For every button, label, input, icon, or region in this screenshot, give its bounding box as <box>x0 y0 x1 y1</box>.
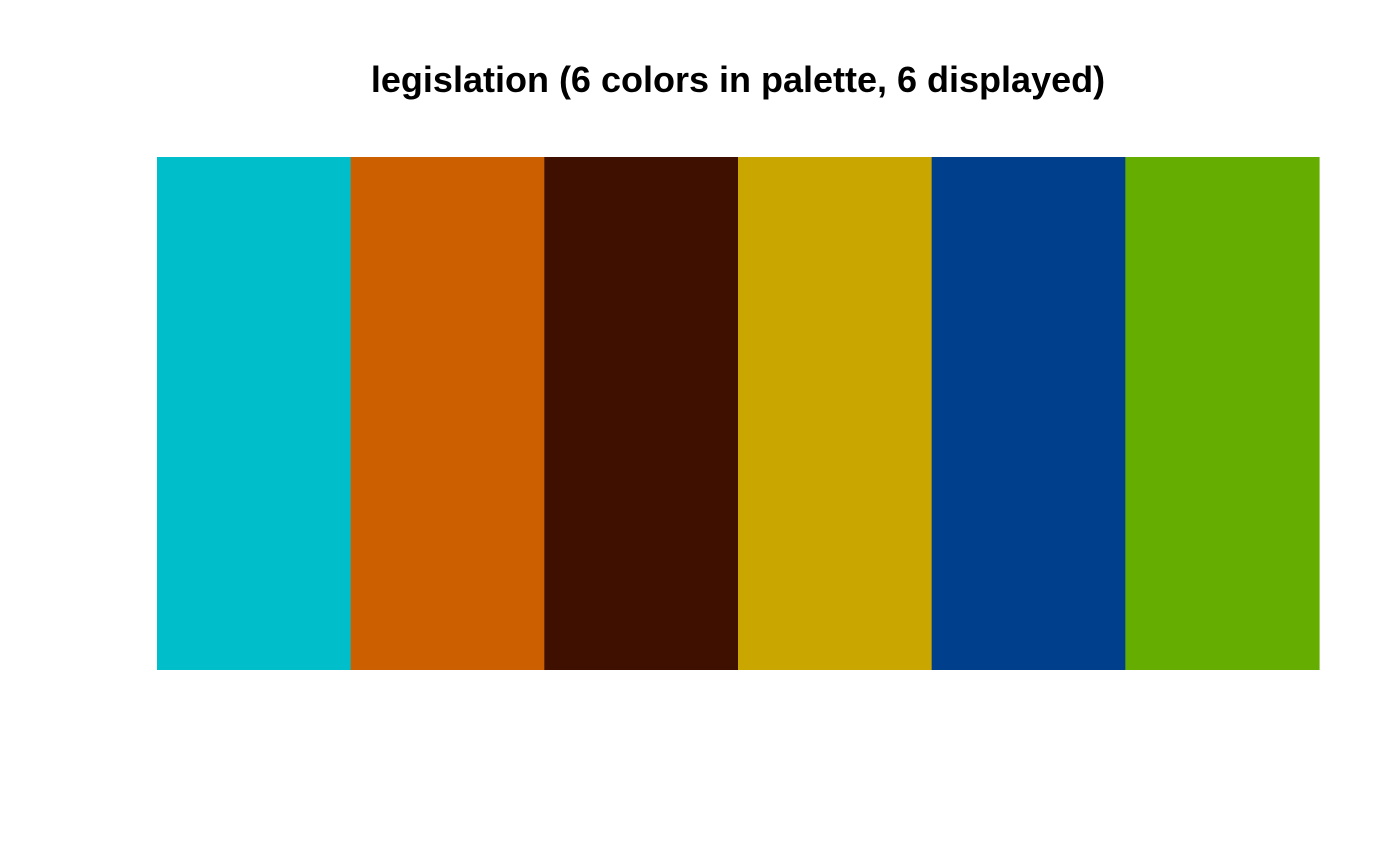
palette-swatch-3 <box>544 157 739 670</box>
palette-swatch-6 <box>1125 157 1320 670</box>
palette-swatch-5 <box>931 157 1126 670</box>
palette-swatch-1 <box>157 157 352 670</box>
palette-swatch-2 <box>350 157 545 670</box>
palette-swatch-4 <box>738 157 933 670</box>
chart-title: legislation (6 colors in palette, 6 disp… <box>370 59 1106 100</box>
